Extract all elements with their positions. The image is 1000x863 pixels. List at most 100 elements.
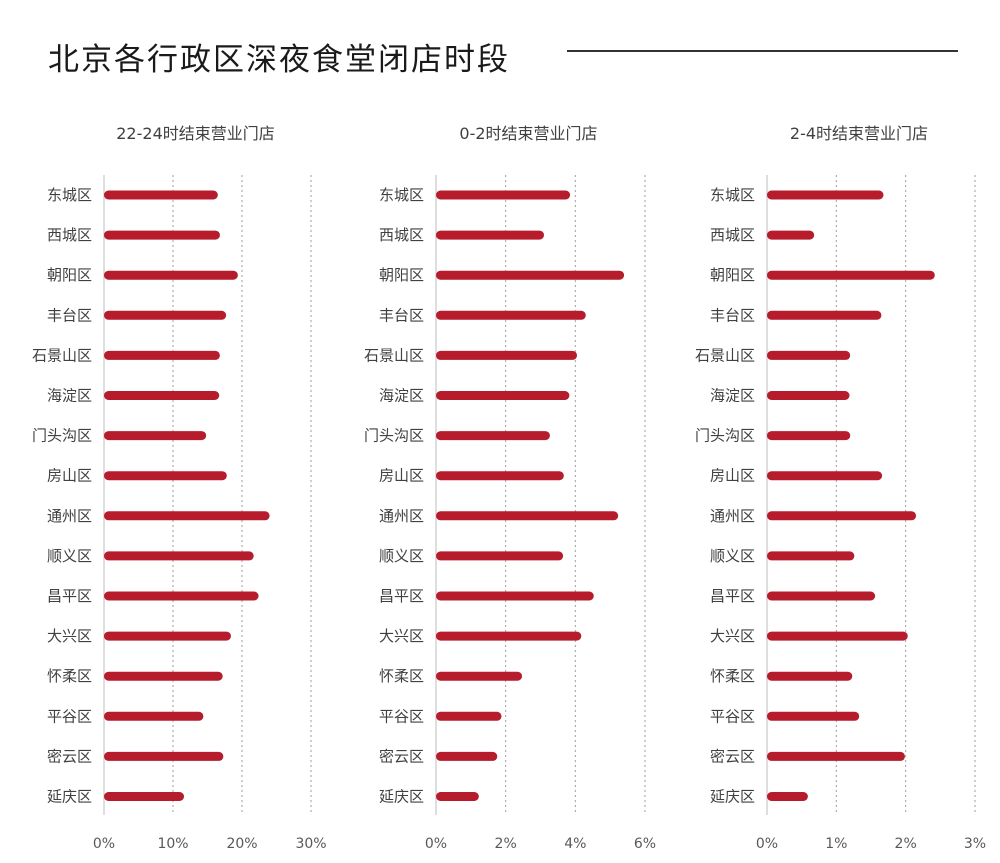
category-label: 密云区 <box>710 747 755 765</box>
bar <box>767 631 908 641</box>
panel-title: 22-24时结束营业门店 <box>116 124 275 143</box>
category-label: 东城区 <box>710 186 755 204</box>
tick-label: 0% <box>425 836 447 852</box>
tick-label: 20% <box>226 836 257 852</box>
bar <box>104 471 227 481</box>
bar <box>767 671 853 681</box>
category-label: 昌平区 <box>379 587 424 605</box>
category-label: 通州区 <box>710 507 755 525</box>
bar <box>767 792 808 801</box>
page-title: 北京各行政区深夜食堂闭店时段 <box>48 42 510 78</box>
tick-label: 2% <box>495 836 517 852</box>
category-label: 门头沟区 <box>695 427 755 445</box>
tick-label: 0% <box>756 836 778 852</box>
category-label: 通州区 <box>47 507 92 525</box>
category-label: 怀柔区 <box>47 667 92 685</box>
bar <box>436 391 570 400</box>
panel-title: 2-4时结束营业门店 <box>790 124 928 143</box>
category-label: 怀柔区 <box>710 667 755 685</box>
bar <box>104 711 204 721</box>
category-label: 平谷区 <box>47 707 92 725</box>
bar <box>436 511 619 521</box>
tick-label: 3% <box>964 836 986 852</box>
category-label: 延庆区 <box>710 788 755 806</box>
bar <box>104 631 231 641</box>
panel-2: 0-2时结束营业门店 0% 2% 4% 6% 东城区西城区朝阳区丰台区石景山区海淀区门头沟… <box>364 124 656 852</box>
category-label: 延庆区 <box>379 788 424 806</box>
bar <box>767 511 917 521</box>
bar <box>767 391 850 400</box>
bar <box>104 190 218 200</box>
category-label: 顺义区 <box>379 547 424 565</box>
category-label: 东城区 <box>47 186 92 204</box>
category-label: 延庆区 <box>47 788 92 806</box>
category-label: 密云区 <box>47 747 92 765</box>
category-label: 海淀区 <box>710 387 755 405</box>
bar <box>104 551 254 561</box>
tick-label: 4% <box>564 836 586 852</box>
bar <box>767 751 905 761</box>
category-label: 朝阳区 <box>47 266 92 284</box>
bar <box>767 310 882 320</box>
category-label: 丰台区 <box>710 306 755 324</box>
category-label: 海淀区 <box>379 387 424 405</box>
bar <box>767 230 815 240</box>
category-label: 丰台区 <box>379 306 424 324</box>
category-label: 石景山区 <box>695 346 755 364</box>
category-label: 丰台区 <box>47 306 92 324</box>
category-label: 怀柔区 <box>379 667 424 685</box>
category-label: 大兴区 <box>379 627 424 645</box>
category-label: 朝阳区 <box>379 266 424 284</box>
panel-title: 0-2时结束营业门店 <box>459 124 597 143</box>
bar <box>436 310 586 320</box>
bar <box>767 350 851 360</box>
category-label: 西城区 <box>379 226 424 244</box>
category-label: 朝阳区 <box>710 266 755 284</box>
bar <box>436 270 625 280</box>
bar <box>436 711 502 721</box>
bar <box>436 631 582 641</box>
bar <box>104 751 224 761</box>
bar <box>104 310 227 320</box>
bar <box>767 591 876 601</box>
bar <box>767 471 883 481</box>
bar <box>436 792 479 801</box>
category-label: 石景山区 <box>364 346 424 364</box>
bar <box>436 190 571 200</box>
category-label: 顺义区 <box>47 547 92 565</box>
bar <box>767 431 851 441</box>
category-label: 房山区 <box>710 467 755 485</box>
bar <box>767 711 860 721</box>
bar <box>436 591 594 601</box>
bar <box>436 471 564 481</box>
bar <box>436 671 523 681</box>
bar <box>104 511 270 521</box>
category-label: 昌平区 <box>47 587 92 605</box>
tick-label: 10% <box>157 836 188 852</box>
category-label: 西城区 <box>710 226 755 244</box>
category-label: 海淀区 <box>47 387 92 405</box>
category-label: 门头沟区 <box>364 427 424 445</box>
category-label: 密云区 <box>379 747 424 765</box>
title-rule <box>567 50 958 52</box>
tick-label: 0% <box>93 836 115 852</box>
panel-3: 2-4时结束营业门店 0% 1% 2% 3% 东城区西城区朝阳区丰台区石景山区海淀区门头沟… <box>695 124 986 852</box>
category-label: 西城区 <box>47 226 92 244</box>
category-label: 大兴区 <box>47 627 92 645</box>
bar <box>767 270 935 280</box>
tick-label: 2% <box>895 836 917 852</box>
category-label: 大兴区 <box>710 627 755 645</box>
category-label: 平谷区 <box>379 707 424 725</box>
category-label: 东城区 <box>379 186 424 204</box>
panel-1: 22-24时结束营业门店 0% 10% 20% 30% 东城区西城区朝阳区丰台区石景山区海… <box>32 124 327 852</box>
bar <box>104 671 223 681</box>
bar <box>104 391 220 400</box>
category-label: 房山区 <box>379 467 424 485</box>
category-label: 通州区 <box>379 507 424 525</box>
bar <box>767 551 855 561</box>
tick-label: 1% <box>825 836 847 852</box>
tick-label: 6% <box>634 836 656 852</box>
bar <box>104 431 207 441</box>
bar <box>104 350 220 360</box>
